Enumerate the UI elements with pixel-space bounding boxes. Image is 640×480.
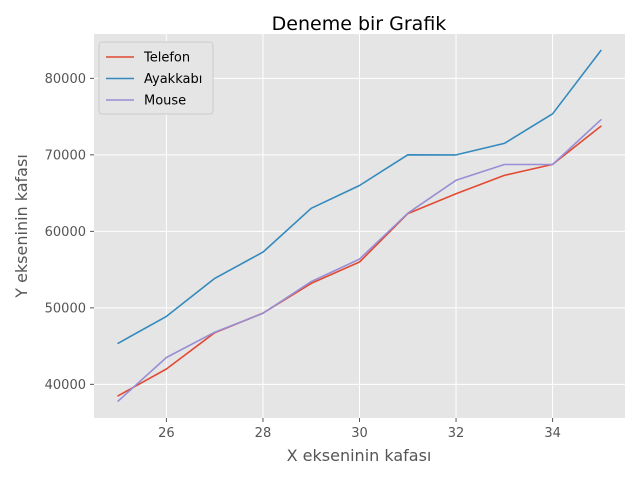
legend: Telefon Ayakkabı Mouse bbox=[99, 42, 213, 114]
y-axis-label: Y ekseninin kafası bbox=[12, 154, 31, 299]
y-tick-label: 80000 bbox=[45, 72, 86, 87]
legend-label-0: Telefon bbox=[143, 51, 190, 66]
chart-title: Deneme bir Grafik bbox=[272, 13, 447, 35]
x-tick-label: 32 bbox=[448, 426, 465, 441]
y-tick-label: 50000 bbox=[45, 301, 86, 316]
y-tick-label: 70000 bbox=[45, 148, 86, 163]
y-tick-label: 40000 bbox=[45, 378, 86, 393]
x-tick-label: 30 bbox=[351, 426, 368, 441]
x-axis-label: X ekseninin kafası bbox=[287, 446, 432, 465]
x-tick-label: 34 bbox=[544, 426, 561, 441]
y-tick-label: 60000 bbox=[45, 225, 86, 240]
x-tick-label: 28 bbox=[255, 426, 272, 441]
x-tick-label: 26 bbox=[158, 426, 175, 441]
legend-label-1: Ayakkabı bbox=[144, 72, 202, 87]
legend-label-2: Mouse bbox=[144, 94, 186, 109]
